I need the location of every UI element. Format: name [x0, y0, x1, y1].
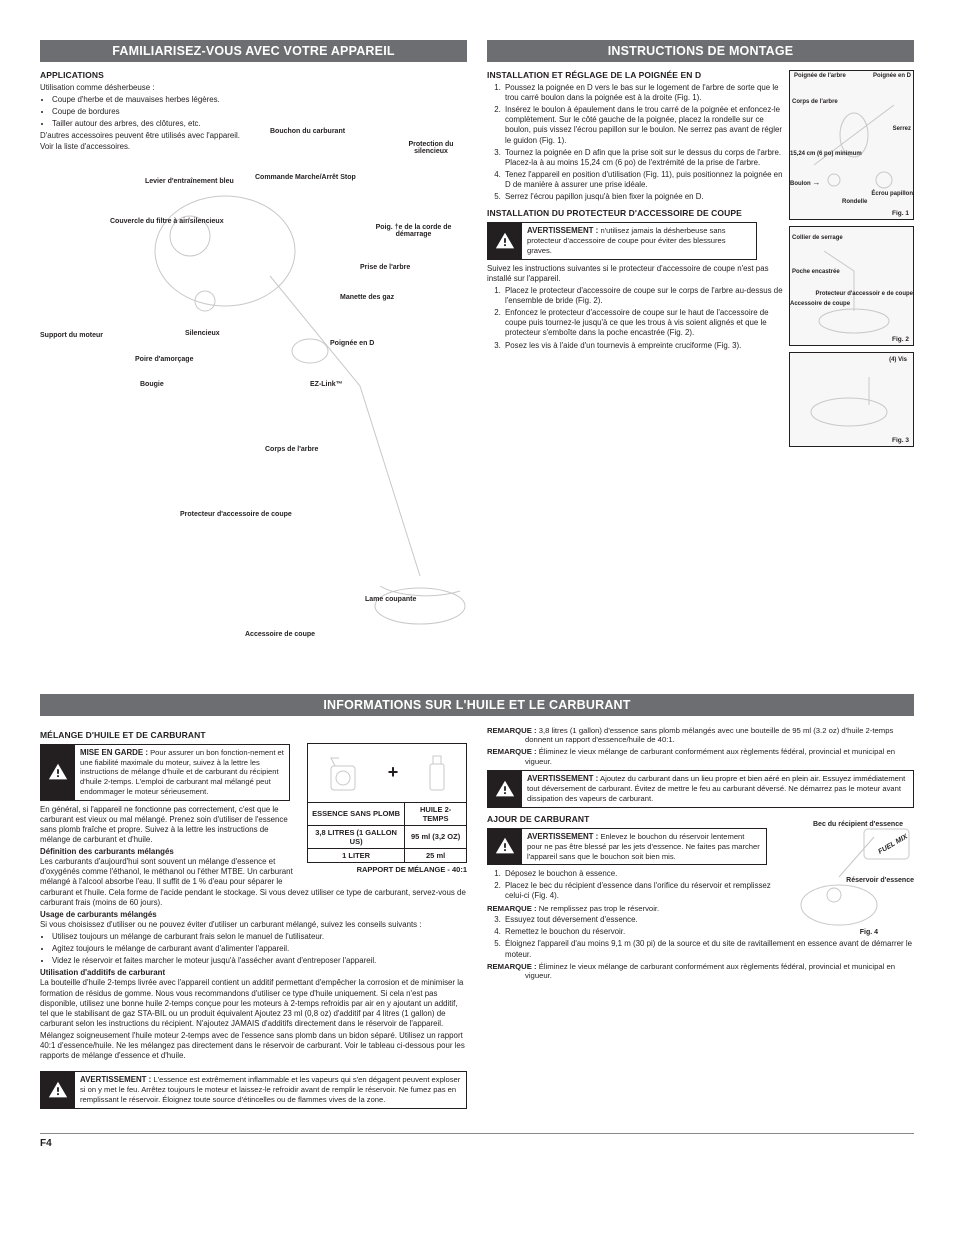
fig4-label: Fig. 4 — [860, 929, 878, 937]
warning-text: AVERTISSEMENT : n'utilisez jamais la dés… — [522, 223, 756, 259]
f2-poche: Poche encastrée — [792, 269, 840, 275]
warning-box-ventilation: AVERTISSEMENT : Ajoutez du carburant dan… — [487, 770, 914, 808]
add-p2: Mélangez soigneusement l'huile moteur 2-… — [40, 1031, 467, 1061]
applications-title: APPLICATIONS — [40, 70, 467, 80]
plus-icon: + — [388, 762, 399, 783]
f4-bec: Bec du récipient d'essence — [813, 821, 903, 829]
f1-corps: Corps de l'arbre — [792, 99, 838, 105]
add-title: Utilisation d'additifs de carburant — [40, 968, 467, 978]
list-item: Éloignez l'appareil d'au moins 9,1 m (30… — [503, 939, 914, 959]
usage-intro: Si vous choisissez d'utiliser ou ne pouv… — [40, 920, 467, 930]
label-protecteur: Protecteur d'accessoire de coupe — [180, 511, 292, 519]
fig3-box: (4) Vis Fig. 3 — [789, 352, 914, 447]
f2-protecteur: Protecteur d'accessoir e de coupe — [816, 291, 913, 297]
left-header-bar: FAMILIARISEZ-VOUS AVEC VOTRE APPAREIL — [40, 40, 467, 62]
label-levier: Levier d'entraînement bleu — [145, 178, 234, 186]
fig3-label: Fig. 3 — [892, 437, 909, 444]
warning-text: AVERTISSEMENT : Ajoutez du carburant dan… — [522, 771, 913, 807]
table-cell: 25 ml — [405, 848, 467, 862]
warning-icon — [488, 829, 522, 865]
label-bouchon: Bouchon du carburant — [270, 128, 345, 136]
label-poignee-d: Poignée en D — [330, 340, 374, 348]
label-poire: Poire d'amorçage — [135, 356, 193, 364]
list-item: Coupe d'herbe et de mauvaises herbes lég… — [52, 95, 467, 105]
table-cell: 1 LITER — [308, 848, 405, 862]
fuel-mix-table: ESSENCE SANS PLOMBHUILE 2-TEMPS 3,8 LITR… — [307, 802, 467, 863]
applications-list: Coupe d'herbe et de mauvaises herbes lég… — [40, 95, 467, 129]
warning-box-cap: AVERTISSEMENT : Enlevez le bouchon du ré… — [487, 828, 767, 866]
f2-accessoire: Accessoire de coupe — [790, 301, 850, 307]
warning-icon — [41, 745, 75, 800]
warning-icon — [488, 771, 522, 807]
label-prise: Prise de l'arbre — [360, 264, 410, 272]
mix-title: MÉLANGE D'HUILE ET DE CARBURANT — [40, 730, 467, 740]
label-couvercle: Couvercle du filtre à air/silencieux — [110, 218, 224, 226]
label-ezlink: EZ-Link™ — [310, 381, 343, 389]
applications-intro: Utilisation comme désherbeuse : — [40, 83, 467, 93]
trimmer-diagram: Bouchon du carburant Protection du silen… — [40, 156, 467, 666]
table-cell: 95 ml (3,2 OZ) — [405, 825, 467, 848]
usage-list: Utilisez toujours un mélange de carburan… — [40, 932, 467, 966]
list-item: Agitez toujours le mélange de carburant … — [52, 944, 467, 954]
warning-icon — [488, 223, 522, 259]
caution-box: MISE EN GARDE : Pour assurer un bon fonc… — [40, 744, 290, 801]
fig1-box: Poignée de l'arbre Poignée en D Corps de… — [789, 70, 914, 220]
remark-1: REMARQUE : 3,8 litres (1 gallon) d'essen… — [487, 726, 914, 745]
warning-box-flammable: AVERTISSEMENT : L'essence est extrêmemen… — [40, 1071, 467, 1109]
warning-text: AVERTISSEMENT : Enlevez le bouchon du ré… — [522, 829, 766, 865]
label-lame: Lame coupante — [365, 596, 416, 604]
assembly-figures: Poignée de l'arbre Poignée en D Corps de… — [789, 70, 914, 453]
label-silencieux: Silencieux — [185, 330, 220, 338]
label-support: Support du moteur — [40, 332, 103, 340]
fuel-icons: + — [307, 743, 467, 803]
fuel-ratio: RAPPORT DE MÉLANGE - 40:1 — [307, 865, 467, 874]
add-p1: La bouteille d'huile 2-temps livrée avec… — [40, 978, 467, 1029]
fig2-box: Collier de serrage Poche encastrée Acces… — [789, 226, 914, 346]
fig2-label: Fig. 2 — [892, 336, 909, 343]
remark-2: REMARQUE : Éliminez le vieux mélange de … — [487, 747, 914, 766]
table-header: ESSENCE SANS PLOMB — [308, 802, 405, 825]
oil-bottle-icon — [425, 752, 449, 794]
bottom-header-bar: INFORMATIONS SUR L'HUILE ET LE CARBURANT — [40, 694, 914, 716]
label-commande: Commande Marche/Arrêt Stop — [255, 174, 356, 182]
warning-text: AVERTISSEMENT : L'essence est extrêmemen… — [75, 1072, 466, 1108]
table-cell: 3,8 LITRES (1 GALLON US) — [308, 825, 405, 848]
label-protection: Protection du silencieux — [395, 141, 467, 156]
fuel-right-col: REMARQUE : 3,8 litres (1 gallon) d'essen… — [487, 724, 914, 1113]
label-poignee-corde: Poig. †e de la corde de démarrage — [360, 224, 467, 239]
label-corps: Corps de l'arbre — [265, 446, 318, 454]
table-header: HUILE 2-TEMPS — [405, 802, 467, 825]
f1-poignee-d: Poignée en D — [873, 73, 911, 79]
f1-ecrou: Écrou papillon — [871, 191, 913, 197]
f1-poignee-arbre: Poignée de l'arbre — [794, 73, 846, 79]
list-item: Coupe de bordures — [52, 107, 467, 117]
label-accessoire: Accessoire de coupe — [245, 631, 315, 639]
list-item: Videz le réservoir et faites marcher le … — [52, 956, 467, 966]
remark-4: REMARQUE : Éliminez le vieux mélange de … — [487, 962, 914, 981]
fig4: Bec du récipient d'essence FUEL MIX Rése… — [779, 827, 914, 937]
f1-dist: 15,24 cm (6 po) minimum — [790, 151, 862, 157]
label-bougie: Bougie — [140, 381, 164, 389]
fuel-chart: + ESSENCE SANS PLOMBHUILE 2-TEMPS 3,8 LI… — [307, 743, 467, 874]
right-header-bar: INSTRUCTIONS DE MONTAGE — [487, 40, 914, 62]
label-manette: Manette des gaz — [340, 294, 394, 302]
gas-can-icon — [325, 752, 361, 794]
fig1-label: Fig. 1 — [892, 210, 909, 217]
caution-text: MISE EN GARDE : Pour assurer un bon fonc… — [75, 745, 289, 800]
f4-reservoir: Réservoir d'essence — [846, 877, 914, 885]
list-item: Tailler autour des arbres, des clôtures,… — [52, 119, 467, 129]
f2-collier: Collier de serrage — [792, 235, 843, 241]
list-item: Utilisez toujours un mélange de carburan… — [52, 932, 467, 942]
warning-box-guard: AVERTISSEMENT : n'utilisez jamais la dés… — [487, 222, 757, 260]
usage-title: Usage de carburants mélangés — [40, 910, 467, 920]
fuel-left-col: MÉLANGE D'HUILE ET DE CARBURANT + ESSENC… — [40, 724, 467, 1113]
page-footer: F4 — [40, 1133, 914, 1149]
f1-rondelle: Rondelle — [842, 199, 867, 205]
f1-serrez: Serrez — [893, 126, 911, 132]
f3-vis: (4) Vis — [889, 357, 907, 363]
f1-boulon: Boulon → — [790, 179, 820, 187]
warning-icon — [41, 1072, 75, 1108]
